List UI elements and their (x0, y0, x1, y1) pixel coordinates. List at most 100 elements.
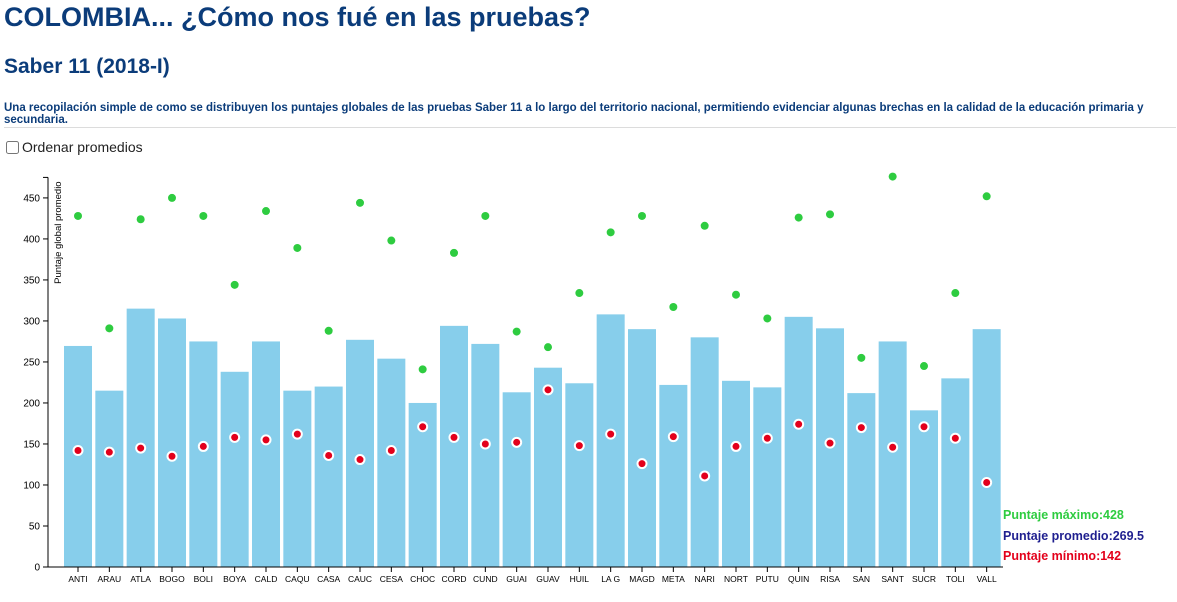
point-max-sant[interactable] (888, 172, 897, 181)
bar-avg-cauc[interactable] (346, 339, 374, 567)
point-max-magd[interactable] (638, 211, 646, 220)
point-min-arau[interactable] (103, 446, 115, 458)
point-min-cord[interactable] (448, 431, 460, 443)
point-min-guai[interactable] (511, 436, 523, 448)
point-min-sucr[interactable] (918, 421, 930, 433)
sort-averages-checkbox[interactable] (6, 140, 19, 154)
point-max-san[interactable] (857, 353, 866, 362)
bar-avg-quin[interactable] (784, 316, 813, 567)
point-min-la-g[interactable] (605, 428, 617, 440)
bar-avg-guai[interactable] (502, 392, 531, 567)
y-tick-label: 350 (23, 275, 40, 286)
bar-avg-toli[interactable] (941, 378, 970, 567)
point-min-cald[interactable] (260, 434, 272, 446)
point-max-risa[interactable] (826, 210, 834, 219)
y-tick-label: 50 (29, 521, 41, 532)
bar-avg-cald[interactable] (252, 341, 280, 567)
point-max-toli[interactable] (951, 289, 960, 298)
point-min-cesa[interactable] (385, 445, 397, 457)
point-min-anti[interactable] (72, 445, 84, 457)
bar-avg-sucr[interactable] (910, 410, 938, 567)
point-max-casa[interactable] (324, 326, 333, 335)
point-min-meta[interactable] (667, 431, 679, 443)
point-max-choc[interactable] (418, 365, 427, 374)
point-max-caqu[interactable] (293, 243, 302, 252)
point-max-guai[interactable] (512, 327, 521, 336)
point-max-cesa[interactable] (387, 236, 396, 245)
point-min-caqu[interactable] (291, 428, 303, 440)
point-min-toli[interactable] (949, 432, 961, 444)
point-min-cauc[interactable] (354, 454, 366, 466)
x-tick-label: VALL (977, 574, 997, 584)
sort-averages-toggle[interactable]: Ordenar promedios (6, 139, 143, 155)
point-max-guav[interactable] (544, 343, 552, 352)
bar-avg-cund[interactable] (471, 343, 500, 567)
point-max-putu[interactable] (763, 314, 772, 323)
bar-avg-sant[interactable] (878, 341, 907, 567)
point-min-vall[interactable] (981, 477, 993, 489)
point-min-nort[interactable] (730, 440, 742, 452)
bar-avg-nort[interactable] (722, 380, 750, 567)
point-min-casa[interactable] (323, 449, 335, 461)
point-min-bogo[interactable] (166, 450, 178, 462)
x-tick-label: RISA (820, 574, 840, 584)
point-max-nort[interactable] (732, 290, 740, 299)
point-min-atla[interactable] (135, 442, 147, 454)
point-max-cald[interactable] (262, 207, 270, 216)
point-max-quin[interactable] (794, 213, 803, 222)
point-max-vall[interactable] (982, 192, 991, 201)
point-min-huil[interactable] (573, 440, 585, 452)
axes-layer: ANTI ARAU ATLA BOGO BOLI BOYA CALD CAQU CASA CAUC… (23, 176, 1003, 584)
bar-avg-huil[interactable] (565, 383, 594, 567)
bar-avg-vall[interactable] (972, 329, 1001, 567)
sort-averages-label: Ordenar promedios (22, 139, 143, 155)
point-max-huil[interactable] (575, 289, 584, 298)
bar-avg-atla[interactable] (126, 308, 155, 567)
point-min-risa[interactable] (824, 437, 836, 449)
bar-avg-magd[interactable] (628, 329, 656, 567)
bar-avg-putu[interactable] (753, 387, 782, 567)
point-min-choc[interactable] (417, 421, 429, 433)
point-max-cauc[interactable] (356, 198, 364, 207)
bar-avg-meta[interactable] (659, 384, 688, 567)
point-min-magd[interactable] (636, 458, 648, 470)
bar-avg-boya[interactable] (220, 371, 249, 567)
bar-avg-san[interactable] (847, 393, 876, 567)
point-min-putu[interactable] (761, 432, 773, 444)
legend-max-score: Puntaje máximo:428 (1003, 508, 1124, 522)
bar-avg-bogo[interactable] (158, 318, 186, 567)
point-min-cund[interactable] (479, 438, 491, 450)
point-min-quin[interactable] (793, 418, 805, 430)
point-max-anti[interactable] (74, 211, 82, 220)
point-min-boli[interactable] (197, 440, 209, 452)
point-max-bogo[interactable] (168, 193, 176, 202)
bar-avg-cesa[interactable] (377, 358, 406, 567)
point-max-cord[interactable] (450, 248, 458, 257)
x-tick-label: LA G (601, 574, 620, 584)
bar-avg-arau[interactable] (95, 390, 124, 567)
point-min-boya[interactable] (229, 431, 241, 443)
bar-avg-guav[interactable] (534, 367, 562, 567)
bar-avg-caqu[interactable] (283, 390, 312, 567)
point-min-sant[interactable] (887, 441, 899, 453)
point-max-meta[interactable] (669, 302, 678, 311)
point-max-nari[interactable] (700, 221, 709, 230)
point-max-boya[interactable] (230, 280, 239, 289)
y-axis-label: Puntaje global promedio (53, 181, 64, 283)
point-max-cund[interactable] (481, 211, 490, 220)
point-max-arau[interactable] (105, 324, 114, 333)
point-min-guav[interactable] (542, 384, 554, 396)
bar-avg-cord[interactable] (440, 325, 468, 567)
point-min-san[interactable] (855, 422, 867, 434)
bar-avg-boli[interactable] (189, 341, 218, 567)
bar-avg-nari[interactable] (690, 337, 719, 567)
bar-avg-casa[interactable] (314, 386, 343, 567)
bar-avg-anti[interactable] (64, 345, 92, 567)
point-min-nari[interactable] (699, 470, 711, 482)
point-max-atla[interactable] (136, 215, 145, 224)
bar-avg-la-g[interactable] (596, 314, 625, 567)
point-max-sucr[interactable] (920, 362, 928, 371)
point-max-boli[interactable] (199, 211, 208, 220)
header-divider (4, 127, 1176, 128)
point-max-la-g[interactable] (606, 228, 615, 237)
